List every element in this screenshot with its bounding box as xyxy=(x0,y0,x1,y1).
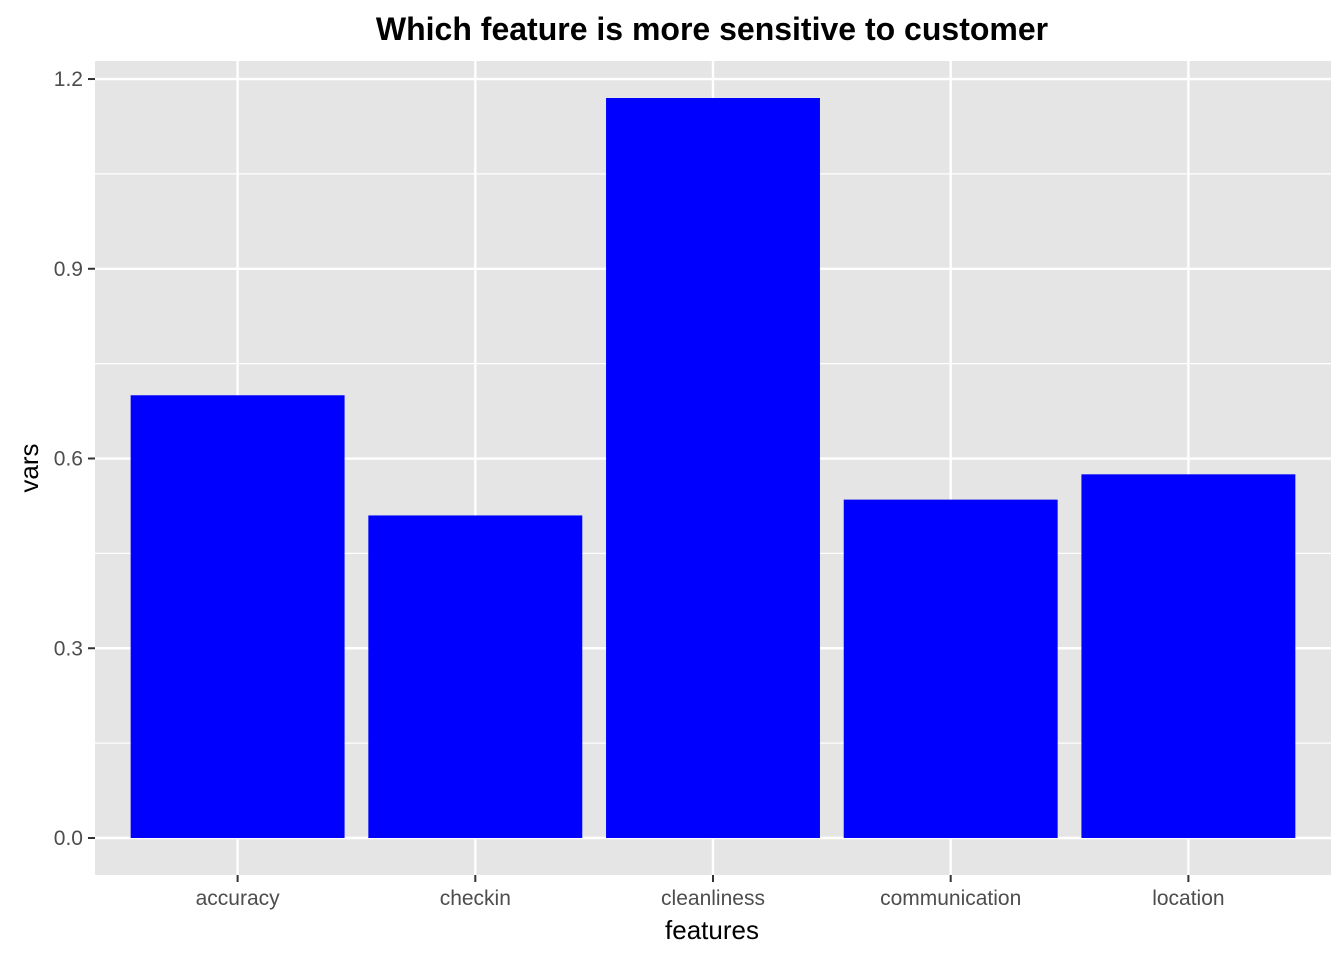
y-tick-label: 0.3 xyxy=(54,637,83,660)
y-tick-label: 0.0 xyxy=(54,827,83,850)
x-tick-label: location xyxy=(1152,887,1224,910)
x-tick-label: communication xyxy=(880,887,1021,910)
chart-title: Which feature is more sensitive to custo… xyxy=(376,11,1048,47)
y-tick-label: 0.9 xyxy=(54,258,83,281)
y-tick-label: 0.6 xyxy=(54,448,83,471)
x-tick-label: cleanliness xyxy=(661,887,765,910)
y-axis: 0.0 0.3 0.6 0.9 1.2 xyxy=(54,68,95,850)
x-axis-title: features xyxy=(665,915,759,945)
bar-communication xyxy=(843,499,1058,838)
bar-accuracy xyxy=(130,395,345,838)
y-axis-title: vars xyxy=(14,443,44,492)
bar-checkin xyxy=(368,515,583,838)
x-tick-label: accuracy xyxy=(196,887,281,910)
y-tick-label: 1.2 xyxy=(54,68,83,91)
bar-location xyxy=(1081,474,1296,838)
x-tick-label: checkin xyxy=(440,887,511,910)
x-axis: accuracy checkin cleanliness communication l… xyxy=(196,875,1225,910)
bars xyxy=(130,98,1296,838)
bar-cleanliness xyxy=(606,98,820,838)
